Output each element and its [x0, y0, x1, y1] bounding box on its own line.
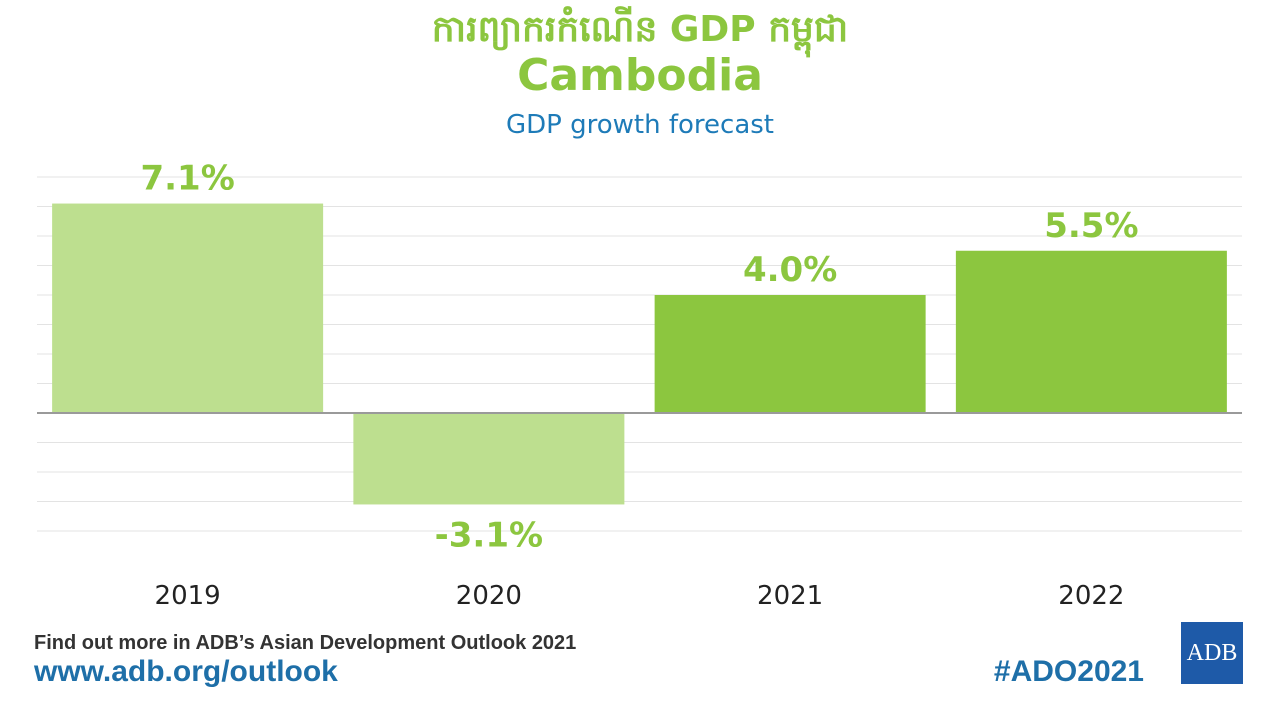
bar-2020 — [353, 413, 625, 505]
data-label-2019: 7.1% — [140, 160, 234, 199]
bar-chart: 7.1% 2019 -3.1% 2020 4.0% 2021 5.5% 2022 — [37, 160, 1242, 611]
bar-2019 — [52, 203, 324, 413]
footer-text: Find out more in ADB’s Asian Development… — [34, 632, 577, 654]
chart-subtitle: GDP growth forecast — [506, 110, 774, 140]
chart-title: Cambodia — [517, 50, 763, 101]
data-label-2020: -3.1% — [435, 515, 543, 555]
bar-2022 — [955, 250, 1227, 413]
data-label-2021: 4.0% — [743, 250, 837, 290]
data-label-2022: 5.5% — [1044, 206, 1138, 246]
x-tick-label-2020: 2020 — [456, 581, 522, 611]
x-tick-label-2022: 2022 — [1058, 581, 1124, 611]
hashtag: #ADO2021 — [993, 655, 1144, 688]
x-tick-label-2021: 2021 — [757, 581, 823, 611]
x-tick-label-2019: 2019 — [155, 581, 221, 611]
chart-title-khmer: ការព្យាករកំណើន GDP កម្ពុជា — [431, 9, 849, 50]
adb-logo: ADB — [1181, 622, 1243, 684]
footer-link[interactable]: www.adb.org/outlook — [34, 655, 338, 688]
bar-2021 — [654, 295, 926, 413]
